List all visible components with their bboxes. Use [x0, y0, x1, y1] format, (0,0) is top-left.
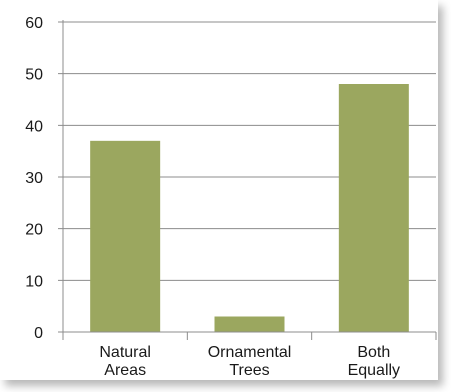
x-category-label: Ornamental Trees: [208, 344, 292, 379]
x-category-label-line: Ornamental: [208, 344, 292, 361]
x-category-label-line: Areas: [104, 362, 146, 379]
bars: [90, 84, 409, 332]
y-tick-label: 60: [25, 15, 43, 32]
bar-ornamental-trees: [214, 316, 285, 332]
axes: [58, 20, 437, 340]
x-category-label-line: Trees: [229, 362, 269, 379]
x-category-label-line: Natural: [99, 344, 151, 361]
labels: 0 10 20 30 40 50 60 Natural Areas Ornamental Trees…: [25, 15, 400, 379]
x-category-label-line: Equally: [348, 362, 400, 379]
y-tick-label: 50: [25, 67, 43, 84]
x-category-label: Both Equally: [348, 344, 400, 379]
y-tick-label: 20: [25, 222, 43, 239]
bar-natural-areas: [90, 140, 161, 332]
bar-chart: 0 10 20 30 40 50 60 Natural Areas Ornamental Trees…: [25, 15, 437, 379]
y-tick-label: 0: [34, 325, 43, 342]
x-category-label-line: Both: [357, 344, 390, 361]
chart-frame: 0 10 20 30 40 50 60 Natural Areas Ornamental Trees…: [25, 15, 437, 379]
x-category-label: Natural Areas: [99, 344, 151, 379]
y-tick-label: 10: [25, 273, 43, 290]
y-tick-label: 30: [25, 170, 43, 187]
bar-both-equally: [338, 84, 409, 332]
y-tick-label: 40: [25, 118, 43, 135]
